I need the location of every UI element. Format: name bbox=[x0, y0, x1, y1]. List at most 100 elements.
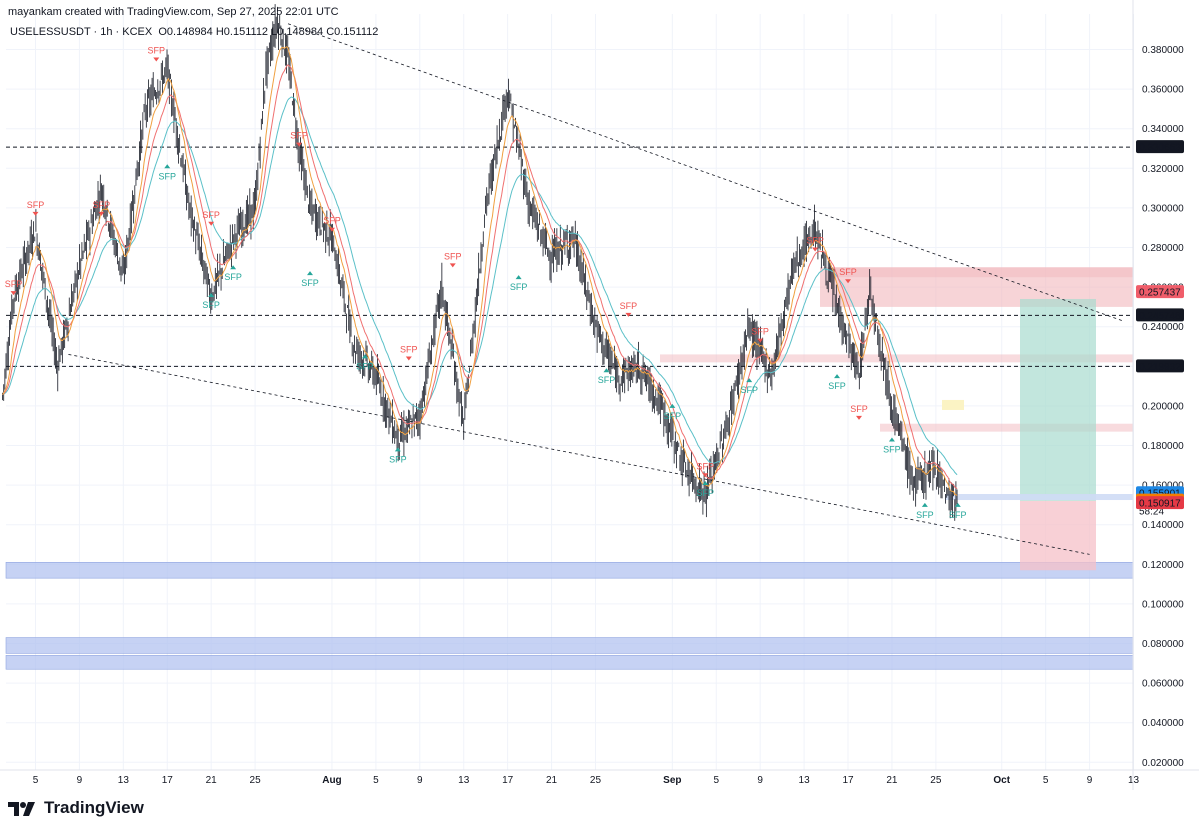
y-axis-tick-label: 0.160000 bbox=[1142, 481, 1184, 492]
sfp-arrow-down-icon bbox=[757, 338, 764, 343]
x-axis-tick-label: 17 bbox=[842, 775, 854, 786]
y-axis-tick-label: 0.300000 bbox=[1142, 203, 1184, 214]
price-tag-label: 0.245748 bbox=[1139, 311, 1181, 322]
sfp-arrow-down-icon bbox=[845, 279, 852, 284]
sfp-arrow-up-icon bbox=[746, 378, 753, 383]
sfp-label-bullish: SFP bbox=[664, 411, 682, 421]
sfp-arrow-up-icon bbox=[230, 265, 237, 270]
sfp-arrow-down-icon bbox=[405, 356, 412, 361]
sfp-label-bullish: SFP bbox=[202, 300, 220, 310]
price-tag-box bbox=[1136, 496, 1184, 510]
y-axis-tick-label: 0.380000 bbox=[1142, 45, 1184, 56]
tradingview-brand-text: TradingView bbox=[44, 798, 144, 817]
supply-strip bbox=[880, 423, 1133, 432]
sfp-label-bullish: SFP bbox=[949, 510, 967, 520]
sfp-label-bearish: SFP bbox=[27, 200, 45, 210]
high-value: H0.151112 bbox=[215, 26, 269, 38]
sfp-label-bearish: SFP bbox=[444, 251, 462, 261]
ma-mid-red bbox=[2, 64, 958, 490]
price-tag-label: 58:24 bbox=[1139, 507, 1164, 518]
price-tag-box bbox=[1136, 359, 1184, 373]
position-profit-zone bbox=[1020, 298, 1096, 501]
x-axis-tick-label: 21 bbox=[546, 775, 558, 786]
sfp-arrow-down-icon bbox=[625, 312, 632, 317]
y-axis-tick-label: 0.200000 bbox=[1142, 401, 1184, 412]
chart-credit: mayankam created with TradingView.com, S… bbox=[8, 6, 339, 18]
x-axis-tick-label: 17 bbox=[162, 775, 174, 786]
tradingview-logo-icon bbox=[8, 802, 35, 816]
price-tag-box bbox=[1136, 308, 1184, 322]
x-axis-tick-label: 17 bbox=[502, 775, 514, 786]
sfp-arrow-up-icon bbox=[361, 354, 368, 359]
price-tag-box bbox=[1136, 285, 1184, 299]
tradingview-logo[interactable]: TradingView bbox=[8, 798, 144, 818]
x-axis-tick-label: 25 bbox=[250, 775, 262, 786]
x-axis-tick-label: 13 bbox=[799, 775, 811, 786]
x-axis-tick-label: 9 bbox=[1087, 775, 1093, 786]
y-axis-tick-label: 0.320000 bbox=[1142, 164, 1184, 175]
price-tag-label: 0.330663 bbox=[1139, 143, 1181, 154]
y-axis-tick-label: 0.140000 bbox=[1142, 520, 1184, 531]
sfp-arrow-down-icon bbox=[208, 221, 215, 226]
sfp-arrow-down-icon bbox=[153, 57, 160, 62]
sfp-label-bullish: SFP bbox=[510, 282, 528, 292]
x-axis-tick-label: Aug bbox=[322, 775, 341, 786]
sfp-label-bullish: SFP bbox=[740, 385, 758, 395]
sfp-label-bearish: SFP bbox=[697, 461, 715, 471]
sfp-label-bullish: SFP bbox=[883, 445, 901, 455]
sfp-label-bearish: SFP bbox=[148, 45, 166, 55]
sfp-label-bearish: SFP bbox=[751, 327, 769, 337]
sfp-arrow-down-icon bbox=[296, 142, 303, 147]
sfp-arrow-up-icon bbox=[394, 447, 401, 452]
x-axis-tick-label: 13 bbox=[1128, 775, 1140, 786]
sfp-label-bearish: SFP bbox=[806, 236, 824, 246]
close-value: C0.151112 bbox=[326, 26, 379, 38]
ma-slow-teal bbox=[2, 96, 958, 476]
ma-fast-orange bbox=[2, 46, 958, 496]
sfp-label-bearish: SFP bbox=[620, 301, 638, 311]
sfp-label-bearish: SFP bbox=[323, 216, 341, 226]
entry-band bbox=[945, 494, 1133, 501]
sfp-label-bullish: SFP bbox=[356, 361, 374, 371]
sfp-arrow-down-icon bbox=[702, 473, 709, 478]
sfp-label-bullish: SFP bbox=[598, 375, 616, 385]
x-axis-tick-label: 25 bbox=[930, 775, 942, 786]
sfp-label-bearish: SFP bbox=[5, 279, 23, 289]
y-axis-tick-label: 0.120000 bbox=[1142, 560, 1184, 571]
x-axis-tick-label: 5 bbox=[33, 775, 39, 786]
x-axis-tick-label: 13 bbox=[458, 775, 470, 786]
sfp-arrow-down-icon bbox=[32, 211, 39, 216]
sfp-label-bearish: SFP bbox=[93, 200, 111, 210]
y-axis-tick-label: 0.060000 bbox=[1142, 679, 1184, 690]
position-loss-zone bbox=[1020, 500, 1096, 571]
y-axis-tick-label: 0.340000 bbox=[1142, 124, 1184, 135]
sfp-arrow-up-icon bbox=[921, 502, 928, 507]
x-axis-tick-label: 21 bbox=[206, 775, 218, 786]
sfp-label-bullish: SFP bbox=[159, 171, 177, 181]
sfp-label-bearish: SFP bbox=[400, 344, 418, 354]
symbol-label[interactable]: USELESSUSDT · 1h · KCEX bbox=[10, 26, 153, 38]
sfp-label-bearish: SFP bbox=[839, 267, 857, 277]
y-axis-tick-label: 0.280000 bbox=[1142, 243, 1184, 254]
y-axis-tick-label: 0.240000 bbox=[1142, 322, 1184, 333]
sfp-arrow-down-icon bbox=[328, 227, 335, 232]
price-tag-label: 0.257437 bbox=[1139, 288, 1181, 299]
sfp-arrow-up-icon bbox=[307, 271, 313, 276]
y-axis-tick-label: 0.020000 bbox=[1142, 758, 1184, 769]
x-axis-tick-label: 21 bbox=[886, 775, 898, 786]
x-axis-tick-label: 25 bbox=[590, 775, 602, 786]
y-axis-tick-label: 0.360000 bbox=[1142, 85, 1184, 96]
sfp-label-bullish: SFP bbox=[828, 381, 846, 391]
sfp-arrow-up-icon bbox=[834, 374, 841, 379]
sfp-arrow-down-icon bbox=[98, 211, 105, 216]
sfp-arrow-up-icon bbox=[888, 437, 895, 442]
price-tag-label: 0.150917 bbox=[1139, 499, 1181, 510]
sfp-arrow-up-icon bbox=[515, 275, 522, 280]
sfp-label-bearish: SFP bbox=[290, 131, 308, 141]
sfp-arrow-up-icon bbox=[603, 368, 610, 373]
demand-zone bbox=[5, 637, 1134, 654]
x-axis-tick-label: 13 bbox=[118, 775, 130, 786]
trendline bbox=[287, 23, 1123, 322]
x-axis-tick-label: 9 bbox=[417, 775, 423, 786]
